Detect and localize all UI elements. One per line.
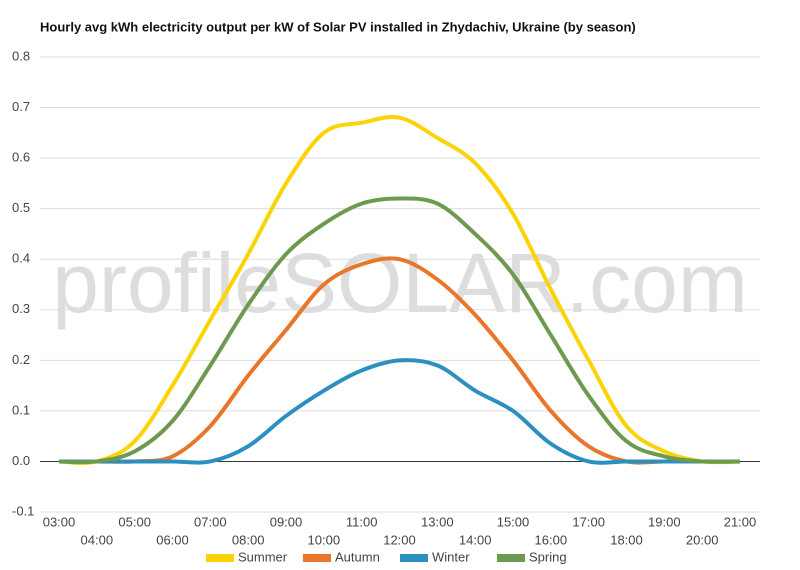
series-line — [58, 115, 741, 465]
y-tick-label: -0.1 — [12, 503, 34, 518]
x-tick-label: 18:00 — [610, 532, 643, 547]
x-tick-label: 17:00 — [572, 514, 605, 529]
x-tick-label: 20:00 — [686, 532, 719, 547]
x-tick-label: 13:00 — [421, 514, 454, 529]
y-tick-label: 0.5 — [12, 200, 30, 215]
x-tick-label: 11:00 — [346, 514, 378, 529]
x-tick-label: 06:00 — [156, 532, 189, 547]
watermark: profileSOLAR.com — [52, 236, 748, 330]
x-tick-label: 10:00 — [308, 532, 341, 547]
y-tick-label: 0.8 — [12, 48, 30, 63]
x-tick-label: 09:00 — [270, 514, 303, 529]
legend-swatch — [497, 554, 525, 562]
x-tick-label: 12:00 — [383, 532, 416, 547]
x-tick-label: 08:00 — [232, 532, 265, 547]
y-tick-label: 0.2 — [12, 352, 30, 367]
legend-label: Spring — [529, 549, 567, 564]
series-line — [58, 196, 741, 465]
x-tick-label: 16:00 — [535, 532, 568, 547]
y-tick-label: 0.3 — [12, 301, 30, 316]
series-line — [59, 358, 740, 465]
legend-label: Summer — [238, 549, 288, 564]
y-tick-label: 0.1 — [12, 402, 30, 417]
x-tick-label: 19:00 — [648, 514, 681, 529]
y-tick-label: 0.0 — [12, 453, 30, 468]
x-tick-label: 14:00 — [459, 532, 492, 547]
x-tick-label: 15:00 — [497, 514, 530, 529]
legend-label: Autumn — [335, 549, 380, 564]
y-tick-label: 0.7 — [12, 99, 30, 114]
legend-swatch — [303, 554, 331, 562]
x-tick-label: 03:00 — [43, 514, 76, 529]
legend-swatch — [400, 554, 428, 562]
y-tick-label: 0.4 — [12, 251, 30, 266]
x-tick-label: 04:00 — [81, 532, 114, 547]
legend-label: Winter — [432, 549, 470, 564]
x-tick-label: 21:00 — [724, 514, 757, 529]
y-tick-label: 0.6 — [12, 150, 30, 165]
chart-title: Hourly avg kWh electricity output per kW… — [40, 19, 636, 34]
x-tick-label: 07:00 — [194, 514, 227, 529]
x-tick-label: 05:00 — [118, 514, 151, 529]
legend-swatch — [206, 554, 234, 562]
